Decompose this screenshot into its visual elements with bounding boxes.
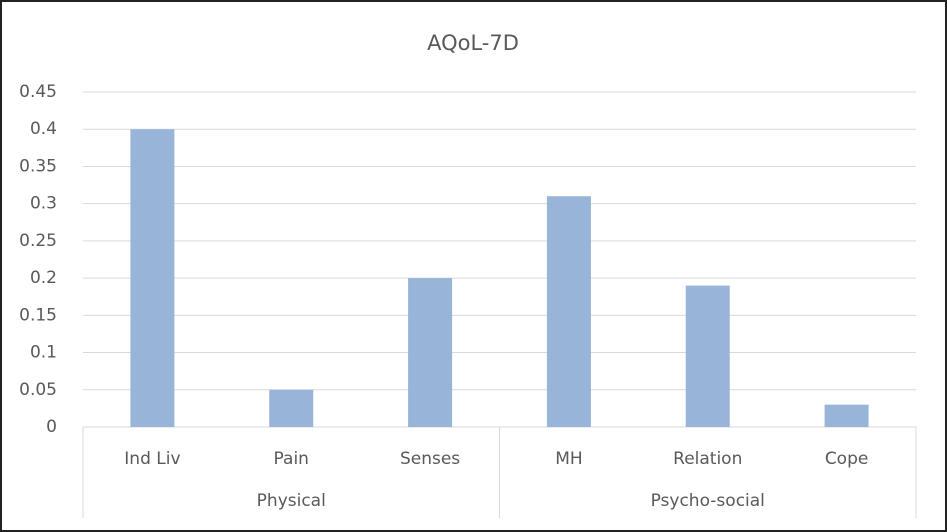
chart-title: AQoL-7D	[427, 31, 519, 55]
x-tick-label: Cope	[825, 449, 869, 469]
bar	[546, 196, 591, 427]
x-tick-label: Pain	[274, 449, 309, 469]
bar	[269, 389, 314, 427]
bar	[408, 278, 453, 427]
y-tick-label: 0.25	[19, 231, 57, 251]
x-tick-label: Relation	[673, 449, 742, 469]
bar	[130, 129, 175, 427]
y-tick-label: 0.45	[19, 82, 57, 102]
y-tick-label: 0	[46, 417, 57, 437]
x-tick-label: Ind Liv	[124, 449, 180, 469]
group-label: Physical	[257, 491, 326, 511]
y-tick-label: 0.35	[19, 156, 57, 176]
x-tick-label: Senses	[400, 449, 460, 469]
y-tick-label: 0.15	[19, 305, 57, 325]
bar	[685, 285, 730, 427]
bar	[824, 404, 869, 427]
group-label: Psycho-social	[651, 491, 765, 511]
x-tick-label: MH	[555, 449, 582, 469]
y-tick-label: 0.1	[30, 343, 57, 363]
y-tick-label: 0.05	[19, 380, 57, 400]
y-tick-label: 0.2	[30, 268, 57, 288]
y-tick-label: 0.3	[30, 194, 57, 214]
y-tick-label: 0.4	[30, 119, 57, 139]
